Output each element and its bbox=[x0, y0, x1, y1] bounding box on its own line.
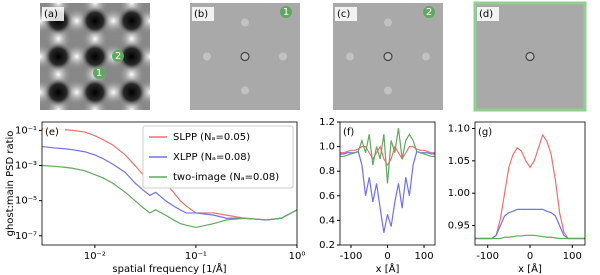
plot-frame bbox=[41, 121, 298, 246]
panel-label: (a) bbox=[44, 9, 58, 20]
y-axis-label: ghost:main PSD ratio bbox=[5, 131, 16, 237]
x-tick-label: 0 bbox=[527, 251, 533, 262]
y-tick-label: 10⁻³ bbox=[15, 161, 37, 172]
y-tick-label: 0.95 bbox=[448, 221, 470, 232]
y-tick-label: 10⁻⁷ bbox=[15, 231, 37, 242]
y-tick-label: 0.8 bbox=[319, 166, 335, 177]
panel-label-box bbox=[192, 7, 214, 21]
marker bbox=[112, 50, 124, 62]
x-tick-label: 100 bbox=[414, 251, 433, 262]
panel-label-box bbox=[42, 7, 64, 21]
image-feature bbox=[203, 52, 211, 61]
panel-label: (e) bbox=[45, 127, 59, 138]
plot-frame bbox=[474, 121, 586, 246]
x-tick-label: 100 bbox=[563, 251, 582, 262]
y-tick-label: 1.0 bbox=[319, 142, 335, 153]
series-line bbox=[475, 208, 585, 240]
image-feature bbox=[525, 51, 535, 62]
panel-label: (g) bbox=[478, 127, 492, 138]
legend-box bbox=[142, 125, 294, 189]
panel-label-box bbox=[335, 7, 357, 21]
marker-label: 2 bbox=[426, 7, 432, 18]
x-tick-label: 10⁻² bbox=[84, 251, 106, 262]
series-line bbox=[475, 234, 585, 240]
y-tick-label: 0.2 bbox=[319, 240, 335, 251]
panel-label-box bbox=[477, 7, 499, 21]
marker bbox=[280, 6, 292, 18]
panel-label-box bbox=[341, 125, 363, 139]
y-tick-label: 1.10 bbox=[448, 123, 470, 134]
y-tick-label: 0.4 bbox=[319, 215, 335, 226]
panel-label-box bbox=[476, 125, 498, 139]
image-feature bbox=[240, 51, 250, 62]
marker-label: 1 bbox=[283, 7, 289, 18]
panel-label: (d) bbox=[479, 9, 493, 20]
series-line bbox=[340, 128, 435, 184]
image-feature bbox=[241, 86, 249, 95]
y-tick-label: 0.6 bbox=[319, 191, 335, 202]
image-feature bbox=[422, 52, 430, 61]
image-feature bbox=[384, 18, 392, 27]
x-tick-label: -100 bbox=[476, 251, 499, 262]
plot-lines bbox=[475, 133, 585, 240]
marker bbox=[93, 67, 105, 79]
x-axis-label: x [Å] bbox=[376, 262, 400, 275]
x-tick-label: 0 bbox=[384, 251, 390, 262]
x-axis-label: spatial frequency [1/Å] bbox=[112, 262, 226, 275]
image-feature bbox=[383, 51, 393, 62]
marker-label: 1 bbox=[96, 68, 102, 79]
plot-frame bbox=[339, 121, 436, 246]
x-tick-label: 10⁰ bbox=[289, 251, 306, 262]
legend-label: SLPP (Nₐ=0.05) bbox=[173, 132, 250, 143]
y-tick-label: 1.05 bbox=[448, 156, 470, 167]
x-tick-label: -100 bbox=[340, 251, 363, 262]
marker bbox=[423, 6, 435, 18]
panel-label: (f) bbox=[343, 127, 354, 138]
y-tick-label: 10⁻⁵ bbox=[15, 196, 37, 207]
x-axis-label: x [Å] bbox=[518, 262, 542, 275]
y-tick-label: 1.2 bbox=[319, 117, 335, 128]
panel-label: (c) bbox=[337, 9, 350, 20]
series-line bbox=[340, 145, 435, 167]
marker-label: 2 bbox=[115, 51, 121, 62]
image-feature bbox=[346, 52, 354, 61]
panel-label-box bbox=[43, 125, 65, 139]
legend-label: two-image (Nₐ=0.08) bbox=[173, 172, 279, 183]
image-feature bbox=[384, 86, 392, 95]
series-line bbox=[475, 133, 585, 240]
plot-lines bbox=[340, 128, 435, 233]
image-feature bbox=[241, 18, 249, 27]
series-line bbox=[340, 150, 435, 233]
image-feature bbox=[279, 52, 287, 61]
series-line bbox=[42, 164, 297, 229]
x-tick-label: 10⁻¹ bbox=[185, 251, 207, 262]
legend-label: XLPP (Nₐ=0.08) bbox=[173, 152, 251, 163]
series-line bbox=[42, 145, 297, 221]
y-tick-label: 1.00 bbox=[448, 188, 470, 199]
y-tick-label: 10⁻¹ bbox=[15, 125, 37, 136]
panel-label: (b) bbox=[194, 9, 208, 20]
